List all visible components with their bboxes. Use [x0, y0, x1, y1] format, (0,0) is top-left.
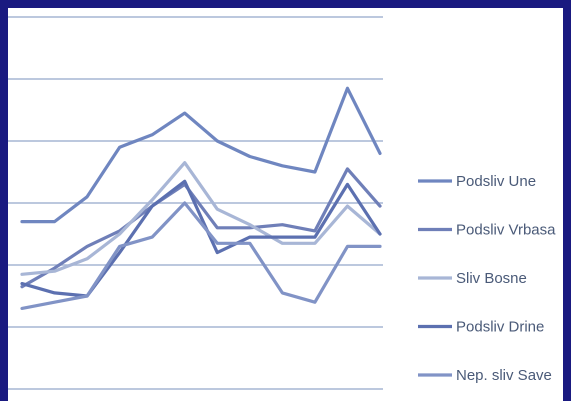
- series-line-2: [20, 167, 382, 289]
- legend-label: Nep. sliv Save: [456, 367, 552, 384]
- series-lines: [20, 86, 382, 310]
- series-line-5: [20, 201, 382, 310]
- series-line-1: [20, 86, 382, 224]
- series-line-4: [20, 179, 382, 298]
- legend-label: Sliv Bosne: [456, 270, 527, 287]
- series-line-3: [20, 161, 382, 276]
- legend-item-2: Podsliv Vrbasa: [418, 222, 556, 239]
- legend-item-4: Podsliv Drine: [418, 319, 544, 336]
- legend-label: Podsliv Vrbasa: [456, 222, 556, 239]
- legend-item-3: Sliv Bosne: [418, 270, 527, 287]
- legend-item-1: Podsliv Une: [418, 173, 536, 190]
- legend: Podsliv Une Podsliv Vrbasa Sliv Bosne Podsl…: [418, 173, 556, 384]
- legend-label: Podsliv Drine: [456, 319, 544, 336]
- legend-item-5: Nep. sliv Save: [418, 367, 552, 384]
- legend-label: Podsliv Une: [456, 173, 536, 190]
